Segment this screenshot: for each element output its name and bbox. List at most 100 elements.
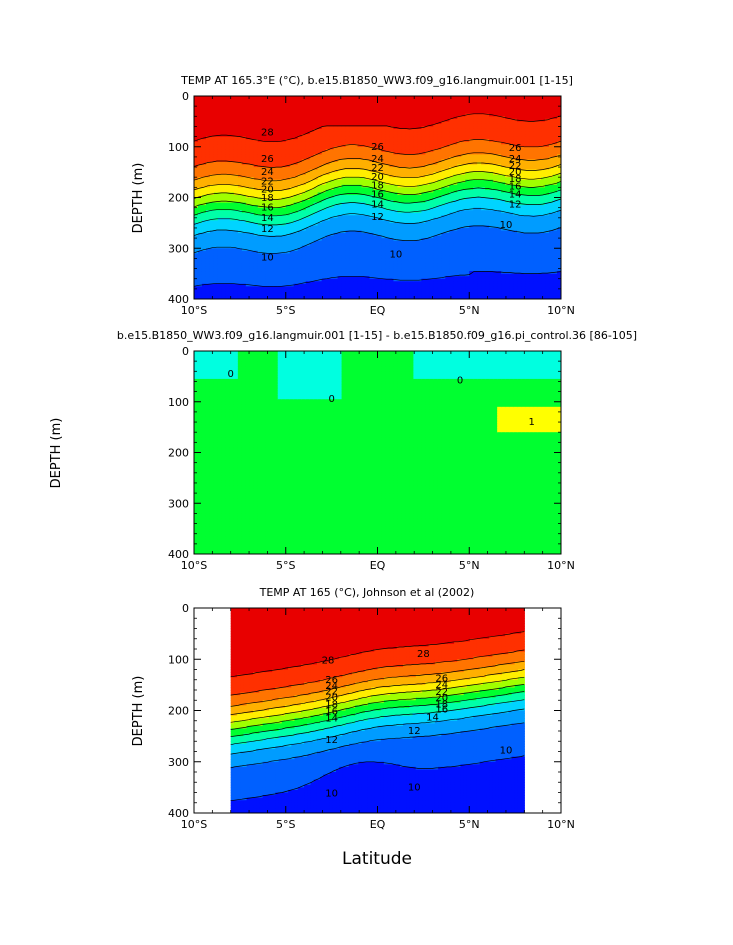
contour-cell [197,240,203,244]
contour-cell [397,293,403,298]
contour-cell [265,258,271,262]
contour-cell [237,197,243,201]
contour-cell [317,116,323,120]
contour-cell [209,149,215,153]
contour-cell [421,293,426,298]
contour-cell [417,111,422,115]
contour-cell [241,197,247,201]
contour-cell [369,245,375,249]
contour-cell [433,126,438,130]
contour-cell [221,182,227,186]
contour-cell [317,101,323,105]
contour-cell [225,192,231,196]
contour-cell [401,167,407,171]
contour-cell [337,227,343,232]
contour-cell [405,192,411,196]
contour-cell [249,126,255,130]
contour-cell [237,182,243,186]
contour-cell [233,189,239,194]
contour-cell [245,192,251,196]
contour-cell [345,108,351,112]
contour-cell [405,266,411,270]
contour-cell [194,123,199,128]
contour-cell [321,177,327,181]
contour-cell [341,164,347,168]
contour-cell [261,144,267,148]
contour-cell [194,205,199,209]
contour-cell [333,200,339,204]
contour-cell [401,101,407,105]
contour-cell [201,235,207,239]
contour-cell [401,146,407,150]
contour-cell [357,222,363,227]
contour-cell [293,207,299,211]
contour-cell [401,283,407,287]
contour-cell [305,220,311,224]
contour-cell [225,268,231,272]
contour-cell [369,227,375,232]
contour-cell [301,118,307,122]
contour-cell [437,240,442,244]
contour-cell [425,146,430,150]
contour-cell [337,266,343,270]
contour-cell [265,154,271,158]
contour-cell [265,141,271,145]
contour-cell [229,106,235,110]
contour-cell [341,136,347,140]
contour-cell [237,192,243,196]
contour-cell [257,177,263,181]
contour-cell [353,278,359,282]
contour-cell [361,248,367,252]
contour-cell [194,253,199,257]
contour-cell [305,296,311,299]
contour-cell [277,131,283,135]
contour-cell [277,161,283,166]
contour-cell [229,281,235,285]
contour-cell [349,128,355,133]
contour-cell [345,151,351,155]
contour-cell [373,200,379,204]
contour-cell [217,200,223,204]
contour-cell [437,136,442,140]
contour-cell [321,131,327,135]
contour-cell [293,281,299,285]
contour-cell [337,215,343,219]
contour-cell [425,131,430,135]
contour-cell [425,283,430,287]
contour-cell [289,235,295,239]
contour-cell [213,187,219,191]
contour-cell [241,217,247,221]
contour-cell [325,268,331,272]
contour-cell [221,240,227,244]
contour-cell [397,217,403,221]
contour-cell [345,225,351,229]
contour-cell [253,116,259,120]
contour-cell [194,98,199,102]
contour-cell [373,161,379,166]
contour-cell [401,96,407,100]
contour-cell [373,106,379,110]
contour-cell [381,291,387,295]
contour-cell [265,174,271,178]
contour-cell [309,220,315,224]
contour-cell [233,111,239,115]
contour-cell [341,268,347,272]
contour-cell [321,103,327,107]
contour-cell [197,220,203,224]
contour-cell [337,146,343,150]
contour-cell [353,113,359,117]
contour-cell [373,260,379,265]
contour-cell [373,131,379,135]
contour-cell [269,225,275,229]
contour-cell [373,167,379,171]
contour-cell [341,161,347,166]
contour-cell [241,207,247,211]
contour-cell [257,182,263,186]
contour-cell [381,235,387,239]
contour-cell [273,164,279,168]
contour-cell [417,276,422,280]
contour-cell [389,296,395,299]
contour-cell [429,192,434,196]
contour-cell [321,161,327,166]
contour-cell [261,217,267,221]
